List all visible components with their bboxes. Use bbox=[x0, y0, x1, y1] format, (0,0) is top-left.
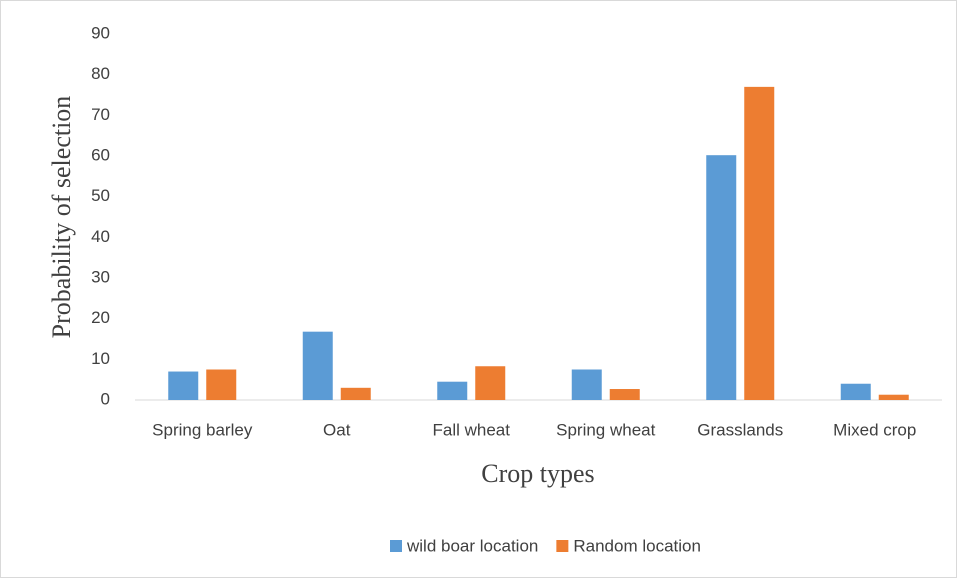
x-tick-label: Mixed crop bbox=[833, 420, 916, 439]
bar bbox=[475, 366, 506, 400]
y-tick-label: 40 bbox=[91, 227, 110, 246]
bar bbox=[206, 369, 237, 400]
y-tick-label: 30 bbox=[91, 267, 110, 286]
y-tick-label: 90 bbox=[91, 23, 110, 42]
bar bbox=[340, 387, 371, 400]
x-axis-title: Crop types bbox=[481, 459, 594, 488]
legend-swatch bbox=[390, 540, 402, 552]
bar bbox=[302, 331, 333, 400]
legend-swatch bbox=[556, 540, 569, 552]
x-tick-label: Oat bbox=[323, 420, 351, 439]
bar bbox=[609, 389, 640, 400]
x-tick-label: Fall wheat bbox=[433, 420, 511, 439]
x-tick-label: Spring barley bbox=[152, 420, 253, 439]
y-tick-label: 60 bbox=[91, 145, 110, 164]
bar bbox=[744, 86, 775, 400]
bar bbox=[840, 383, 871, 400]
y-tick-label: 0 bbox=[101, 389, 110, 408]
bar bbox=[168, 371, 199, 400]
y-tick-label: 50 bbox=[91, 186, 110, 205]
y-tick-label: 20 bbox=[91, 308, 110, 327]
legend-label: wild boar location bbox=[406, 536, 538, 555]
bar bbox=[437, 381, 468, 400]
legend-label: Random location bbox=[573, 536, 701, 555]
x-tick-label: Grasslands bbox=[697, 420, 783, 439]
y-tick-label: 80 bbox=[91, 64, 110, 83]
y-axis-title: Probability of selection bbox=[47, 96, 76, 339]
bar bbox=[706, 155, 737, 400]
bar bbox=[878, 394, 909, 400]
y-tick-label: 70 bbox=[91, 105, 110, 124]
y-tick-label: 10 bbox=[91, 349, 110, 368]
bar bbox=[571, 369, 602, 400]
x-tick-label: Spring wheat bbox=[556, 420, 656, 439]
